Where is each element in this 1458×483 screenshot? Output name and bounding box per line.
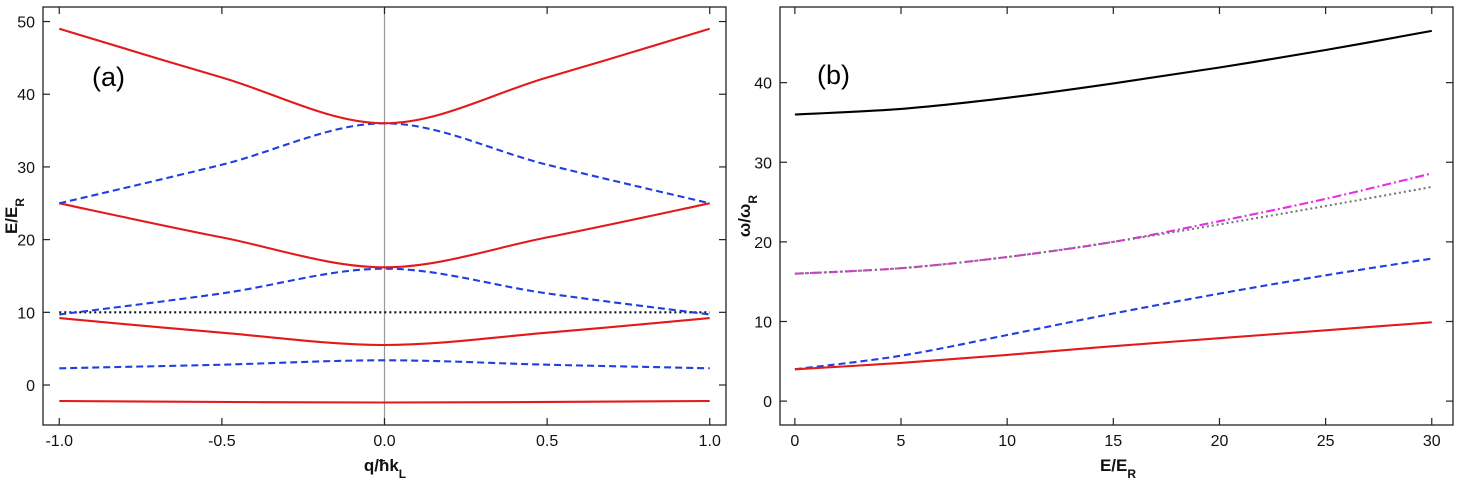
panel-a-x-tick-label: -0.5 — [208, 433, 236, 450]
panel-b-series-mode-blue — [794, 257, 1432, 371]
panel-b-y-tick-label: 10 — [754, 314, 772, 331]
panel-b-x-tick-label: 30 — [1423, 433, 1441, 450]
panel-a-series-band-7 — [58, 27, 711, 125]
panel-a-series-band-3 — [59, 317, 710, 347]
panel-b-x-tick-label: 0 — [790, 433, 799, 450]
panel-b-x-tick-label: 20 — [1211, 433, 1229, 450]
panel-b-x-tick-label: 15 — [1104, 433, 1122, 450]
panel-b-series — [794, 29, 1433, 371]
panel-a-series — [58, 7, 711, 425]
panel-a-x-tick-label: 0.5 — [536, 433, 558, 450]
panel-b-chart: 0 5 10 15 20 25 30 0 10 20 30 40 (b) E/ER ω/ωR — [735, 6, 1454, 481]
panel-a-series-band-5 — [59, 202, 710, 269]
panel-a-chart: -1.0 -0.5 0.0 0.5 1.0 0 10 20 30 40 50 (a) q/ħkL E… — [2, 6, 727, 481]
panel-b-x-tick-label: 10 — [998, 433, 1016, 450]
panel-b-y-tick-label: 40 — [754, 76, 772, 93]
panel-a-x-axis-label: q/ħkL — [364, 456, 406, 481]
panel-b-x-tick-label: 5 — [897, 433, 906, 450]
panel-a-y-tick-label: 0 — [26, 378, 35, 395]
panel-b-series-mode-red — [794, 321, 1432, 371]
panel-b-series-mode-black — [794, 29, 1432, 116]
panel-a-ticks: -1.0 -0.5 0.0 0.5 1.0 0 10 20 30 40 50 — [17, 7, 726, 450]
panel-b-y-tick-label: 0 — [763, 394, 772, 411]
panel-b-x-tick-label: 25 — [1317, 433, 1335, 450]
panel-b-y-tick-label: 20 — [754, 235, 772, 252]
panel-a-tag: (a) — [92, 62, 125, 92]
panel-a-y-tick-label: 20 — [17, 233, 35, 250]
panel-a-y-tick-label: 40 — [17, 87, 35, 104]
panel-a-y-tick-label: 50 — [17, 15, 35, 32]
panel-a-y-tick-label: 10 — [17, 305, 35, 322]
panel-a-series-band-1 — [59, 399, 710, 404]
panel-b-series-mode-magenta — [794, 172, 1433, 275]
panel-b-y-tick-label: 30 — [754, 155, 772, 172]
panel-a-x-tick-label: 1.0 — [699, 433, 721, 450]
panel-a-y-axis-label: E/ER — [2, 198, 27, 234]
panel-a-x-tick-label: 0.0 — [373, 433, 395, 450]
panel-b-y-axis-label: ω/ωR — [735, 195, 760, 237]
panel-a-x-tick-label: -1.0 — [45, 433, 73, 450]
panel-b-tag: (b) — [817, 60, 850, 90]
panel-b-series-mode-gray — [794, 185, 1432, 275]
panel-a-series-band-2 — [59, 359, 710, 370]
panel-b-x-axis-label: E/ER — [1100, 456, 1136, 481]
panel-b-plot-frame — [779, 6, 1454, 426]
panel-b-ticks: 0 5 10 15 20 25 30 0 10 20 30 40 — [754, 7, 1453, 450]
panel-a-y-tick-label: 30 — [17, 160, 35, 177]
